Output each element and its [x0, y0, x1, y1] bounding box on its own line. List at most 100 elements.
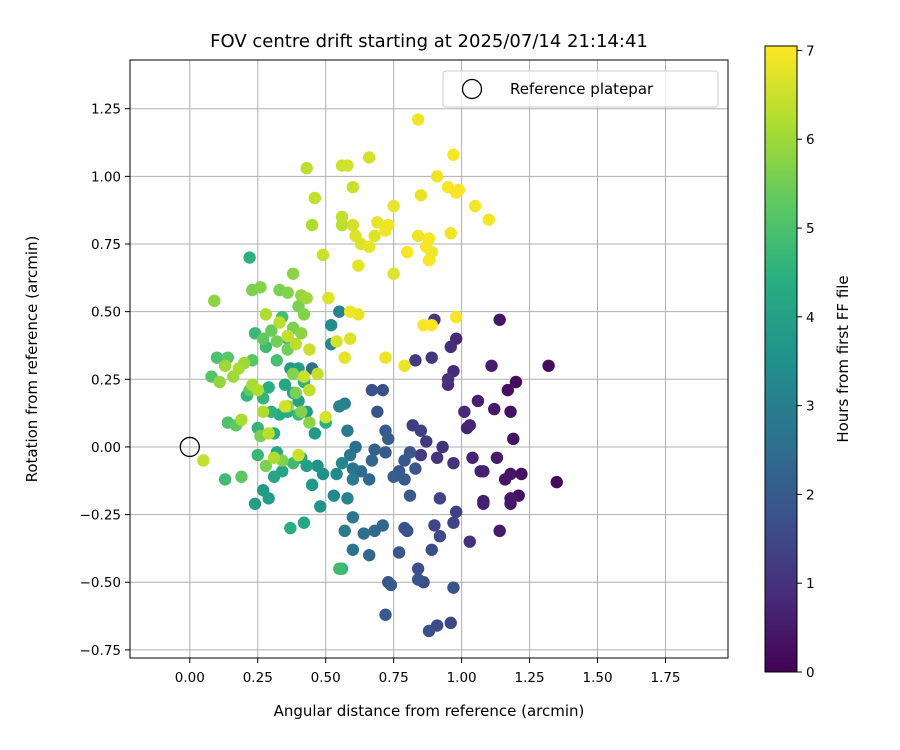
y-tick-label: 1.25 — [91, 102, 121, 118]
scatter-point — [256, 332, 270, 345]
grid-lines — [130, 60, 728, 658]
scatter-point — [289, 386, 303, 400]
scatter-point — [463, 419, 476, 432]
scatter-point — [319, 410, 332, 424]
scatter-point — [379, 446, 392, 459]
scatter-point — [343, 448, 357, 462]
scatter-point — [420, 435, 433, 448]
scatter-point — [218, 359, 232, 372]
scatter-point — [324, 318, 338, 332]
scatter-point — [485, 359, 498, 372]
legend: Reference platepar — [442, 70, 719, 108]
scatter-point — [387, 267, 400, 280]
scatter-point — [295, 327, 308, 340]
scatter-point — [235, 413, 248, 427]
scatter-point — [343, 305, 357, 318]
scatter-point — [284, 521, 297, 535]
scatter-point — [333, 305, 346, 318]
y-tick-label: −0.75 — [80, 643, 121, 659]
scatter-point — [300, 291, 313, 305]
x-tick-label: 1.00 — [447, 670, 477, 686]
scatter-point — [449, 186, 463, 199]
scatter-point — [398, 359, 411, 372]
scatter-point — [482, 213, 495, 226]
scatter-point — [363, 548, 376, 562]
scatter-point — [411, 229, 425, 243]
y-tick-label: 0.50 — [91, 305, 121, 321]
scatter-point — [379, 608, 392, 621]
scatter-point — [490, 451, 504, 464]
scatter-point — [295, 405, 308, 418]
scatter-point — [262, 381, 275, 394]
scatter-point — [363, 473, 376, 486]
scatter-point — [251, 383, 264, 397]
scatter-point — [297, 516, 311, 529]
scatter-point — [542, 359, 555, 372]
scatter-point — [210, 351, 224, 364]
scatter-point — [504, 405, 517, 418]
scatter-point — [411, 562, 425, 575]
scatter-point — [447, 456, 460, 470]
scatter-point — [509, 375, 523, 389]
scatter-point — [314, 500, 327, 513]
scatter-point — [414, 448, 428, 462]
legend-box — [442, 70, 719, 108]
colorbar-tick-label: 3 — [806, 399, 815, 415]
scatter-point — [368, 229, 381, 243]
colorbar: 0 1 2 3 4 5 6 7 Hours from first FF file — [764, 43, 852, 681]
x-tick-label: 0.50 — [311, 670, 341, 686]
scatter-point — [267, 451, 281, 464]
colorbar-tick-label: 0 — [806, 665, 815, 681]
colorbar-tick-label: 7 — [806, 43, 815, 59]
scatter-point — [248, 497, 262, 510]
scatter-point — [477, 497, 490, 510]
scatter-point — [303, 383, 316, 397]
scatter-point — [363, 240, 376, 253]
scatter-point — [273, 316, 286, 329]
scatter-point — [352, 259, 365, 272]
scatter-points — [197, 113, 563, 638]
y-axis-label: Rotation from reference (arcmin) — [23, 236, 41, 483]
colorbar-label: Hours from first FF file — [834, 275, 852, 442]
scatter-point — [466, 451, 479, 464]
x-tick-label: 0.00 — [175, 670, 205, 686]
legend-marker-circle — [461, 78, 483, 100]
scatter-point — [335, 456, 349, 470]
colorbar-ticks: 0 1 2 3 4 5 6 7 — [797, 43, 815, 681]
colorbar-tick-label: 1 — [806, 576, 815, 592]
scatter-point — [436, 440, 449, 454]
scatter-point — [447, 581, 460, 594]
scatter-point — [425, 318, 438, 332]
scatter-point — [278, 400, 292, 413]
x-axis-label: Angular distance from reference (arcmin) — [274, 702, 585, 720]
scatter-point — [376, 383, 389, 397]
scatter-point — [411, 573, 425, 586]
scatter-point — [430, 451, 444, 464]
scatter-point — [338, 351, 351, 364]
scatter-point — [346, 543, 360, 556]
scatter-point — [308, 427, 322, 440]
scatter-point — [303, 416, 316, 429]
scatter-point — [330, 335, 343, 348]
colorbar-tick-label: 2 — [806, 487, 815, 503]
scatter-point — [384, 578, 398, 592]
scatter-point — [433, 492, 447, 505]
scatter-point — [444, 226, 457, 240]
scatter-point — [425, 543, 438, 556]
scatter-point — [501, 383, 515, 397]
scatter-point — [365, 454, 379, 467]
scatter-point — [458, 405, 471, 418]
x-tick-label: 1.50 — [582, 670, 612, 686]
scatter-point — [218, 473, 232, 486]
scatter-point — [463, 535, 476, 548]
scatter-point — [311, 459, 324, 473]
scatter-point — [409, 462, 422, 475]
scatter-point — [254, 281, 267, 294]
scatter-point — [403, 489, 417, 502]
scatter-point — [316, 248, 330, 262]
legend-entry-label: Reference platepar — [510, 80, 654, 98]
scatter-point — [243, 251, 256, 264]
scatter-point — [382, 432, 395, 446]
scatter-point — [401, 245, 414, 259]
